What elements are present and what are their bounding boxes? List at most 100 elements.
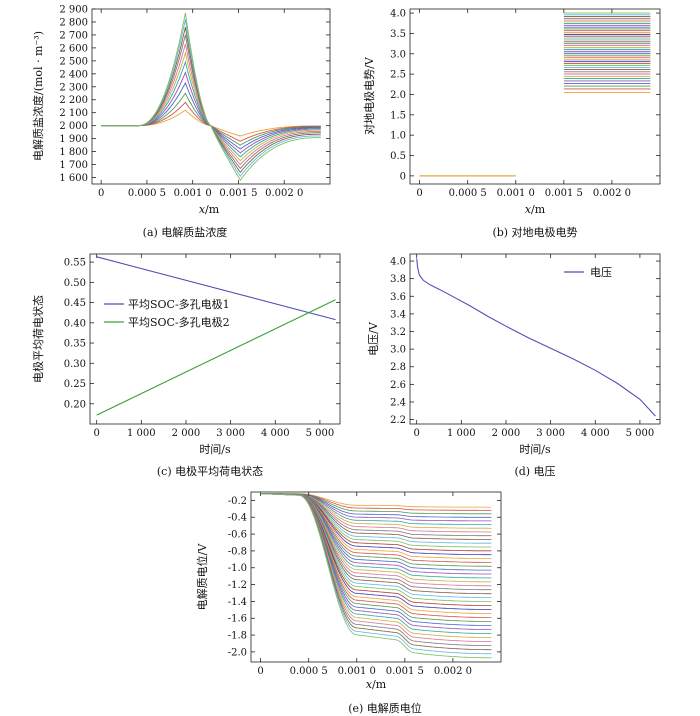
chart-b-ylabel: 对地电极电势/V <box>362 56 376 135</box>
chart-d-legend: 电压 <box>564 266 612 279</box>
concentration-curve <box>101 19 321 177</box>
y-tick-label: 4.0 <box>390 257 406 268</box>
y-tick-label: 0.25 <box>64 379 86 390</box>
y-tick-label: -1.4 <box>228 597 247 608</box>
chart-d-caption: (d) 电压 <box>514 465 555 478</box>
concentration-curve <box>101 51 321 162</box>
chart-e-plot <box>260 493 492 659</box>
y-tick-label: -2.0 <box>228 647 247 658</box>
concentration-curve <box>101 43 321 166</box>
y-tick-label: 0.55 <box>64 258 86 269</box>
y-tick-label: 3.0 <box>390 49 406 60</box>
y-tick-label: 2 900 <box>59 5 88 16</box>
y-tick-label: 2.6 <box>390 380 406 391</box>
y-tick-label: 2.0 <box>390 90 406 101</box>
y-tick-label: 1.5 <box>390 110 406 121</box>
y-tick-label: 2 300 <box>59 82 88 93</box>
y-tick-label: 1 900 <box>59 134 88 145</box>
y-tick-label: -1.2 <box>228 580 247 591</box>
x-tick-label: 0.001 5 <box>386 666 424 677</box>
soc-line-electrode-1 <box>96 256 336 321</box>
chart-c-caption: (c) 电极平均荷电状态 <box>157 464 263 478</box>
chart-b-axes: 0 0.000 5 0.001 0 0.001 5 0.002 0 0 0.5 1.0 1.5 2… <box>390 9 660 199</box>
y-tick-label: 0.35 <box>64 339 86 350</box>
chart-e-axes: 0 0.000 5 0.001 0 0.001 5 0.002 0 -0.2 -0.4 -0.… <box>228 492 501 677</box>
concentration-curve <box>101 81 321 150</box>
electrolyte-potential-curve <box>260 493 492 618</box>
concentration-curve <box>101 71 321 154</box>
y-tick-label: 1.0 <box>390 131 406 142</box>
y-tick-label: -1.0 <box>228 563 247 574</box>
x-tick-label: 0.002 0 <box>265 188 303 199</box>
electrolyte-potential-curve <box>260 493 492 540</box>
concentration-curve <box>101 27 321 174</box>
chart-d-ylabel: 电压/V <box>367 321 380 356</box>
chart-b-caption: (b) 对地电极电势 <box>492 225 577 239</box>
y-tick-label: -0.6 <box>228 530 247 541</box>
x-tick-label: 0 <box>416 188 422 199</box>
y-tick-label: 3.8 <box>390 274 406 285</box>
chart-e-xlabel: x/m <box>366 678 387 691</box>
electrolyte-potential-curve <box>260 493 492 559</box>
y-tick-label: 3.5 <box>390 29 406 40</box>
y-tick-label: -1.8 <box>228 631 247 642</box>
chart-c-frame <box>89 253 341 425</box>
x-tick-label: 0 <box>257 666 263 677</box>
chart-c-plot <box>96 256 336 416</box>
y-tick-label: 1 800 <box>59 147 88 158</box>
y-tick-label: 2 500 <box>59 56 88 67</box>
x-tick-label: 0.000 5 <box>449 188 487 199</box>
y-tick-label: 0.50 <box>64 278 86 289</box>
electrolyte-potential-curve <box>260 493 492 659</box>
electrolyte-potential-curve <box>260 493 492 552</box>
x-tick-label: 0.002 0 <box>593 188 631 199</box>
y-tick-label: 2.2 <box>390 415 406 426</box>
chart-a-frame <box>91 8 331 185</box>
x-tick-label: 1 000 <box>447 428 476 439</box>
y-tick-label: -1.6 <box>228 614 247 625</box>
chart-c-xlabel: 时间/s <box>199 443 231 456</box>
y-tick-label: 0.20 <box>64 399 86 410</box>
x-tick-label: 2 000 <box>172 428 201 439</box>
y-tick-label: -0.4 <box>228 513 247 524</box>
x-tick-label: 0.000 5 <box>128 188 166 199</box>
soc-line-electrode-2 <box>96 299 336 416</box>
chart-b-xlabel: x/m <box>525 203 546 216</box>
y-tick-label: 1 700 <box>59 160 88 171</box>
x-tick-label: 0.002 0 <box>434 666 472 677</box>
legend-label-voltage: 电压 <box>590 266 612 279</box>
chart-e-frame <box>250 491 502 663</box>
chart-c: 0 1 000 2 000 3 000 4 000 5 000 0.20 0.25 0.30 0.… <box>31 253 341 478</box>
y-tick-label: 2 600 <box>59 43 88 54</box>
y-tick-label: 2.5 <box>390 70 406 81</box>
chart-d-xlabel: 时间/s <box>519 443 551 456</box>
chart-c-ylabel: 电极平均荷电状态 <box>31 295 45 383</box>
y-tick-label: 2.4 <box>390 397 406 408</box>
chart-a-caption: (a) 电解质盐浓度 <box>143 225 228 239</box>
y-tick-label: 2 100 <box>59 108 88 119</box>
x-tick-label: 0.001 5 <box>219 188 257 199</box>
x-tick-label: 4 000 <box>261 428 290 439</box>
concentration-curve <box>101 12 321 181</box>
concentration-curve <box>101 34 321 170</box>
chart-c-legend: 平均SOC-多孔电极1 平均SOC-多孔电极2 <box>104 297 230 329</box>
electrolyte-potential-curve <box>260 493 492 587</box>
concentration-curve <box>101 92 321 146</box>
y-tick-label: 0.40 <box>64 318 86 329</box>
electrolyte-potential-curve <box>260 493 492 533</box>
y-tick-label: 0.45 <box>64 298 86 309</box>
x-tick-label: 0.000 5 <box>290 666 328 677</box>
chart-a-xlabel: x/m <box>199 203 220 216</box>
x-tick-label: 0.001 5 <box>545 188 583 199</box>
y-tick-label: 3.0 <box>390 345 406 356</box>
chart-a-ylabel: 电解质盐浓度/(mol · m⁻³) <box>31 31 45 161</box>
x-tick-label: 0.001 0 <box>497 188 535 199</box>
y-tick-label: 3.6 <box>390 292 406 303</box>
chart-b: 0 0.000 5 0.001 0 0.001 5 0.002 0 0 0.5 1.0 1.5 2… <box>362 9 661 239</box>
y-tick-label: 3.2 <box>390 327 406 338</box>
electrolyte-potential-curve <box>260 493 492 511</box>
x-tick-label: 0.001 0 <box>338 666 376 677</box>
x-tick-label: 0 <box>98 188 104 199</box>
y-tick-label: 0.30 <box>64 359 86 370</box>
